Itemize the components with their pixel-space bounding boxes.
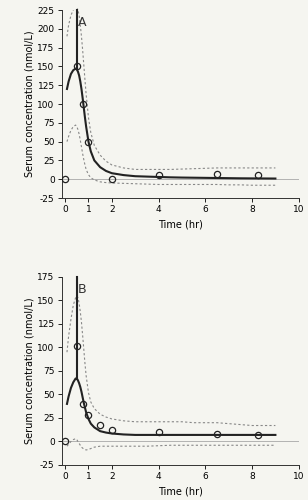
Y-axis label: Serum concentration (nmol/L): Serum concentration (nmol/L) xyxy=(25,30,34,178)
X-axis label: Time (hr): Time (hr) xyxy=(158,220,203,230)
Y-axis label: Serum concentration (nmol/L): Serum concentration (nmol/L) xyxy=(25,298,34,444)
Text: A: A xyxy=(78,16,87,28)
X-axis label: Time (hr): Time (hr) xyxy=(158,486,203,496)
Text: B: B xyxy=(78,282,87,296)
